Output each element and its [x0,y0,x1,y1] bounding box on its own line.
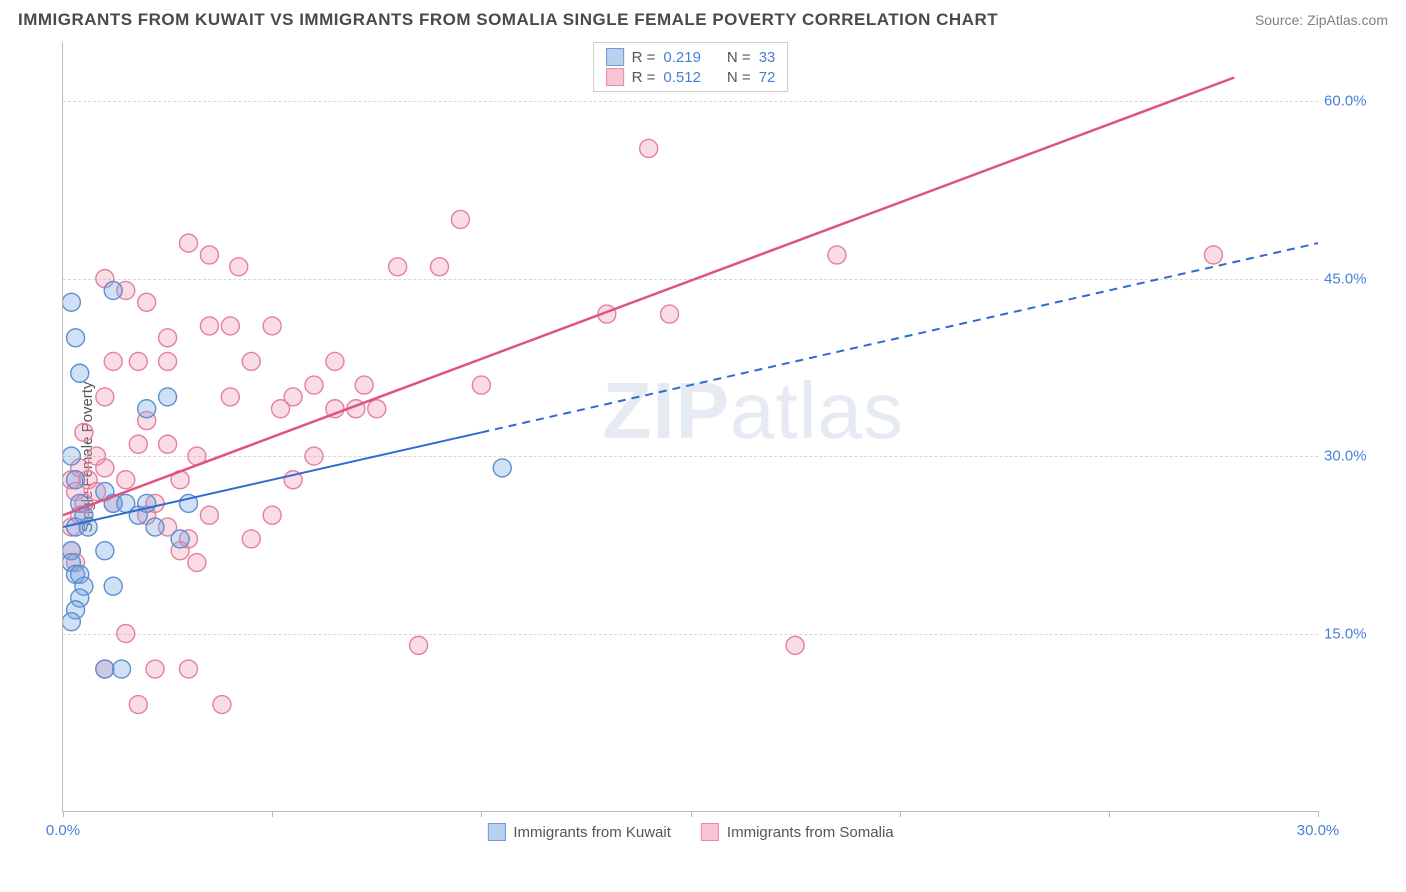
r-label: R = [632,69,656,86]
legend-row-kuwait: R = 0.219 N = 33 [606,47,776,67]
legend-label-kuwait: Immigrants from Kuwait [513,824,671,841]
series-legend: Immigrants from Kuwait Immigrants from S… [487,823,893,841]
watermark: ZIPatlas [603,365,904,457]
n-value-somalia: 72 [759,69,776,86]
swatch-somalia [701,823,719,841]
y-tick-label: 15.0% [1324,625,1380,642]
y-tick-label: 30.0% [1324,448,1380,465]
n-label: N = [727,49,751,66]
chart-container: Single Female Poverty ZIPatlas R = 0.219… [18,42,1388,872]
correlation-legend: R = 0.219 N = 33 R = 0.512 N = 72 [593,42,789,92]
chart-title: IMMIGRANTS FROM KUWAIT VS IMMIGRANTS FRO… [18,10,998,30]
x-tick-label: 0.0% [46,822,80,839]
legend-item-somalia: Immigrants from Somalia [701,823,894,841]
swatch-kuwait [487,823,505,841]
n-label: N = [727,69,751,86]
swatch-somalia [606,68,624,86]
legend-label-somalia: Immigrants from Somalia [727,824,894,841]
source-attribution: Source: ZipAtlas.com [1255,12,1388,28]
legend-row-somalia: R = 0.512 N = 72 [606,67,776,87]
y-tick-label: 60.0% [1324,93,1380,110]
y-tick-label: 45.0% [1324,270,1380,287]
legend-item-kuwait: Immigrants from Kuwait [487,823,671,841]
n-value-kuwait: 33 [759,49,776,66]
plot-area: ZIPatlas R = 0.219 N = 33 R = 0.512 N = … [62,42,1318,812]
r-value-somalia: 0.512 [663,69,701,86]
r-label: R = [632,49,656,66]
swatch-kuwait [606,48,624,66]
chart-svg [63,42,1318,811]
r-value-kuwait: 0.219 [663,49,701,66]
x-tick-label: 30.0% [1297,822,1340,839]
